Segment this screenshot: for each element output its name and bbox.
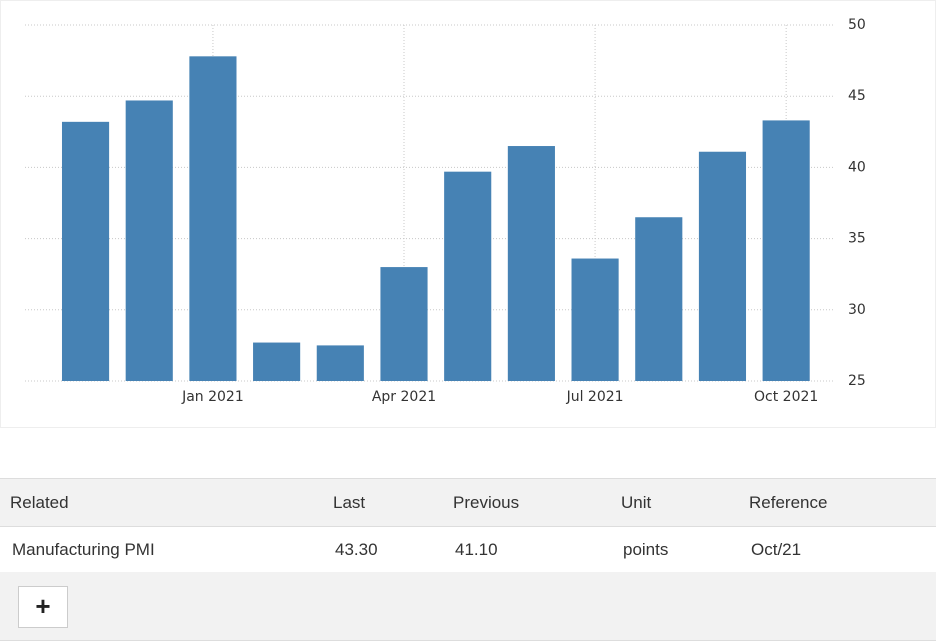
table-header: Related Last Previous Unit Reference (0, 478, 936, 527)
y-tick-label: 45 (848, 88, 866, 104)
bar (635, 217, 683, 381)
y-tick-label: 40 (848, 159, 866, 175)
header-cell: Related (0, 478, 323, 527)
header-cell: Previous (443, 478, 611, 527)
related-table: Related Last Previous Unit Reference Man… (0, 478, 936, 573)
cell: 41.10 (443, 526, 611, 573)
chart: 25 30 35 40 45 50 Jan 2021 Apr 2021 Jul 2021 Oct … (0, 0, 936, 428)
bar (61, 121, 110, 381)
cell[interactable]: Manufacturing PMI (0, 526, 323, 573)
bar (189, 56, 237, 381)
header-cell: Unit (611, 478, 739, 527)
bar (698, 151, 747, 381)
cell: points (611, 526, 739, 573)
add-button[interactable]: + (18, 586, 68, 628)
y-tick-label: 25 (848, 373, 866, 389)
y-tick-label: 50 (848, 17, 866, 33)
header-cell: Reference (739, 478, 936, 527)
bar (253, 342, 301, 381)
x-tick-label: Jul 2021 (566, 389, 624, 405)
y-tick-label: 30 (848, 302, 866, 318)
header-cell: Last (323, 478, 443, 527)
bar (571, 258, 619, 381)
bar (125, 100, 173, 382)
bar (444, 171, 492, 381)
cell: 43.30 (323, 526, 443, 573)
cell: Oct/21 (739, 526, 936, 573)
y-tick-label: 35 (848, 231, 866, 247)
x-tick-label: Jan 2021 (181, 389, 244, 405)
x-tick-label: Apr 2021 (372, 389, 436, 405)
x-tick-label: Oct 2021 (754, 389, 818, 405)
bar (507, 146, 555, 381)
bar (380, 267, 428, 381)
table-footer: + (0, 572, 936, 641)
bar (316, 345, 364, 381)
table-row[interactable]: Manufacturing PMI 43.30 41.10 points Oct… (0, 526, 936, 573)
bar (762, 120, 810, 382)
